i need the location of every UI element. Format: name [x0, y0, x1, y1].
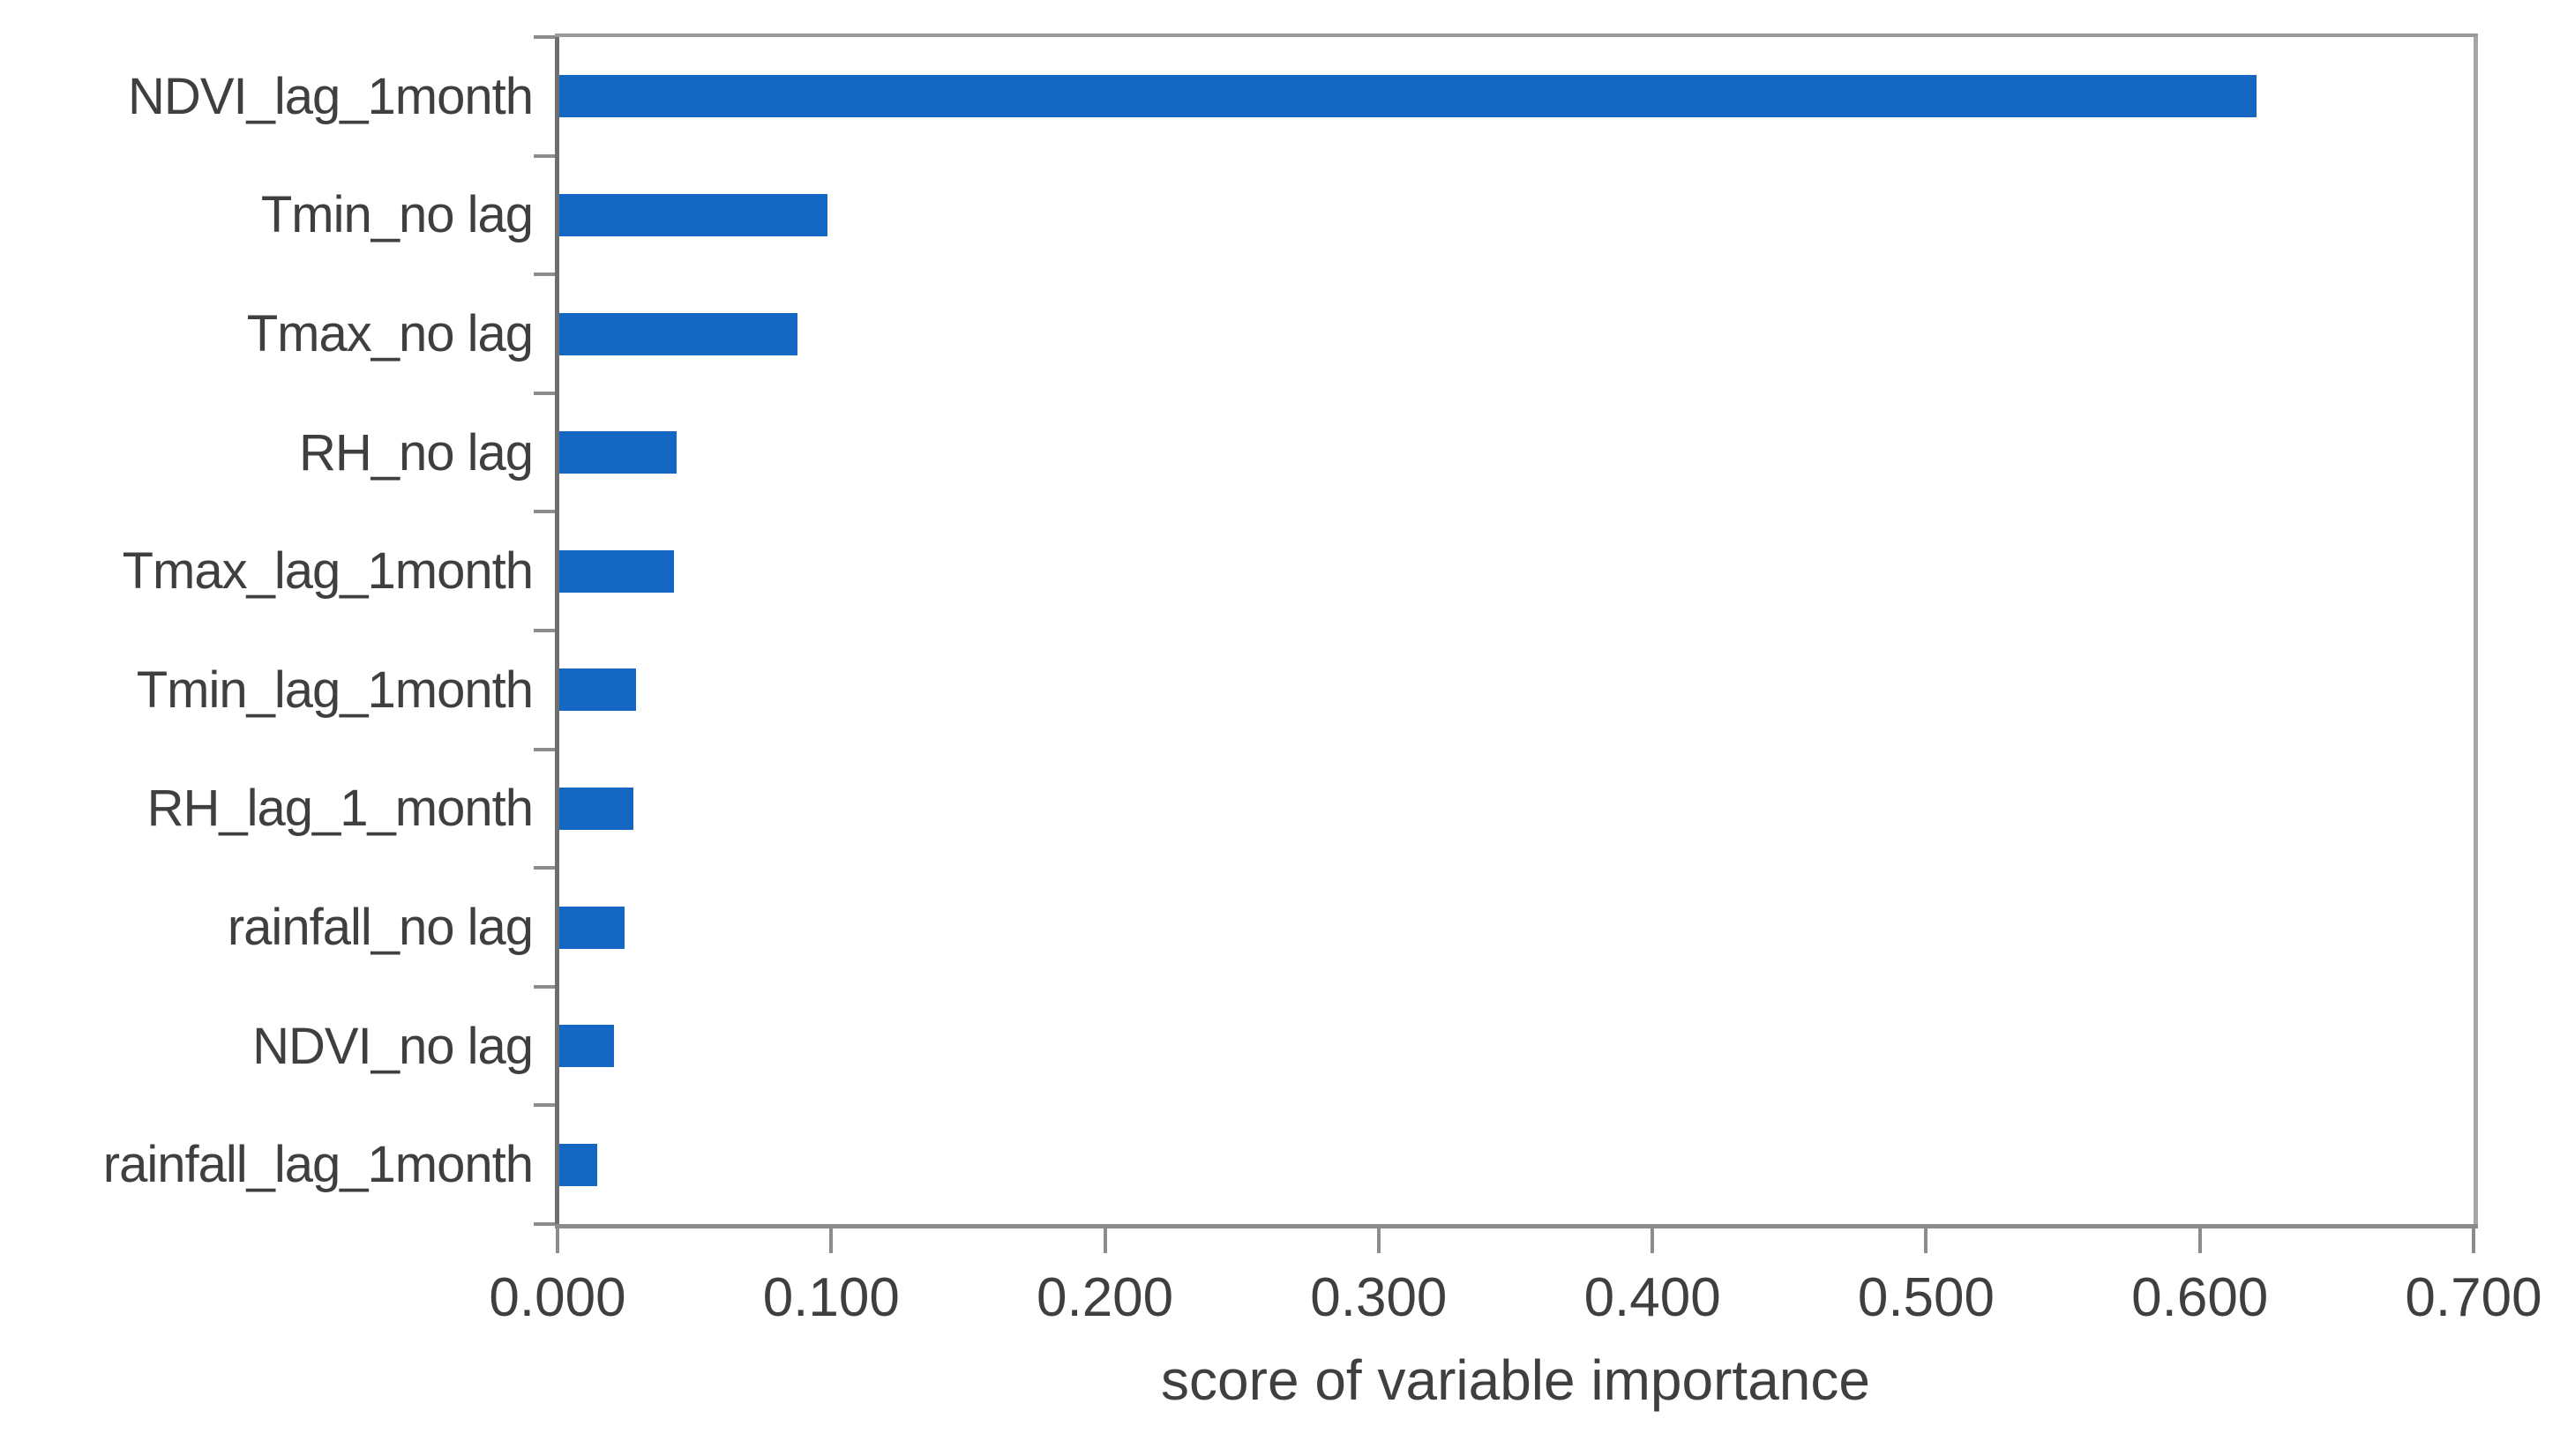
y-axis-tick: [534, 747, 555, 751]
y-axis-tick: [534, 273, 555, 277]
bar: [559, 1025, 615, 1068]
x-axis-tick: [556, 1228, 559, 1253]
y-axis-tick: [534, 35, 555, 39]
plot-border-right: [2474, 37, 2478, 1224]
x-axis-tick: [1103, 1228, 1107, 1253]
y-axis-tick: [534, 1222, 555, 1226]
x-tick-label: 0.700: [2405, 1267, 2542, 1328]
y-axis-line: [555, 37, 559, 1224]
y-axis-tick: [534, 153, 555, 158]
bar: [559, 193, 828, 236]
bar: [559, 668, 636, 712]
x-axis-title: score of variable importance: [1161, 1348, 1870, 1412]
plot-border-top: [555, 34, 2478, 37]
y-axis-tick: [534, 866, 555, 870]
bar: [559, 787, 633, 830]
category-label: rainfall_lag_1month: [102, 1136, 534, 1194]
category-label: RH_no lag: [298, 423, 534, 482]
x-axis-tick: [1376, 1228, 1381, 1253]
x-tick-label: 0.300: [1310, 1267, 1448, 1328]
x-axis-tick: [829, 1228, 834, 1253]
bar: [559, 431, 677, 474]
x-axis-tick: [2197, 1228, 2202, 1253]
y-axis-tick: [534, 629, 555, 632]
x-tick-label: 0.400: [1583, 1267, 1721, 1328]
category-label: Tmin_lag_1month: [136, 661, 534, 719]
category-label: rainfall_no lag: [227, 899, 534, 956]
x-tick-label: 0.500: [1857, 1267, 1995, 1328]
y-axis-tick: [534, 510, 555, 514]
category-label: Tmax_no lag: [246, 305, 534, 362]
x-axis-tick: [1924, 1228, 1928, 1253]
x-axis-tick: [1651, 1228, 1655, 1253]
category-label: NDVI_lag_1month: [128, 67, 534, 125]
x-axis-line: [555, 1224, 2478, 1228]
x-tick-label: 0.600: [2131, 1267, 2269, 1328]
bar: [559, 312, 797, 355]
bar: [559, 1143, 598, 1186]
y-axis-tick: [534, 1103, 555, 1108]
bar: [559, 75, 2257, 118]
bar: [559, 549, 675, 593]
y-axis-tick: [534, 984, 555, 989]
x-axis-tick: [2472, 1228, 2475, 1253]
bar: [559, 906, 625, 949]
category-label: NDVI_no lag: [252, 1017, 534, 1075]
x-tick-label: 0.100: [762, 1267, 900, 1328]
category-label: Tmin_no lag: [260, 186, 534, 244]
y-axis-tick: [534, 391, 555, 395]
x-tick-label: 0.000: [489, 1267, 626, 1328]
category-label: Tmax_lag_1month: [122, 542, 534, 601]
x-tick-label: 0.200: [1036, 1267, 1174, 1328]
category-label: RH_lag_1_month: [146, 780, 534, 838]
